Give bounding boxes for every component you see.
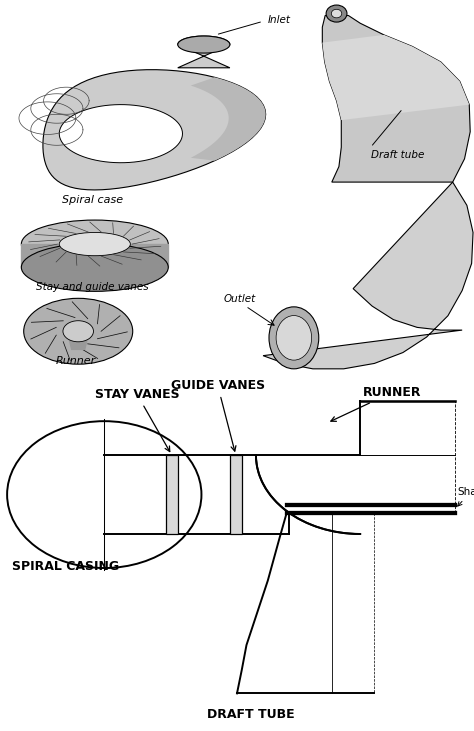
Polygon shape [130,244,168,268]
Ellipse shape [269,307,319,369]
Text: Inlet: Inlet [268,15,291,25]
Ellipse shape [63,321,93,342]
Circle shape [326,5,347,22]
Text: Runner: Runner [56,356,96,366]
Ellipse shape [21,220,168,268]
Polygon shape [67,331,89,349]
Text: Draft tube: Draft tube [371,151,424,160]
Text: Stay and guide vanes: Stay and guide vanes [36,282,149,292]
Polygon shape [191,77,265,161]
Circle shape [331,10,342,18]
Polygon shape [263,182,473,369]
Text: SPIRAL CASING: SPIRAL CASING [12,560,119,573]
Ellipse shape [24,298,133,364]
Ellipse shape [178,36,230,53]
Polygon shape [322,15,470,182]
Polygon shape [322,35,469,120]
Text: Outlet: Outlet [223,294,255,304]
Polygon shape [230,455,242,534]
Polygon shape [21,244,59,268]
Polygon shape [43,69,265,190]
Polygon shape [178,36,230,68]
Text: GUIDE VANES: GUIDE VANES [171,379,265,451]
Text: Spiral case: Spiral case [62,194,123,205]
Ellipse shape [21,243,168,292]
Text: DRAFT TUBE: DRAFT TUBE [208,708,295,721]
Ellipse shape [276,316,311,360]
Text: Shaft: Shaft [457,487,474,506]
Text: RUNNER: RUNNER [331,386,421,421]
Text: STAY VANES: STAY VANES [95,388,180,452]
Ellipse shape [32,330,125,352]
Polygon shape [59,105,182,163]
Polygon shape [166,455,178,534]
Ellipse shape [59,232,130,256]
